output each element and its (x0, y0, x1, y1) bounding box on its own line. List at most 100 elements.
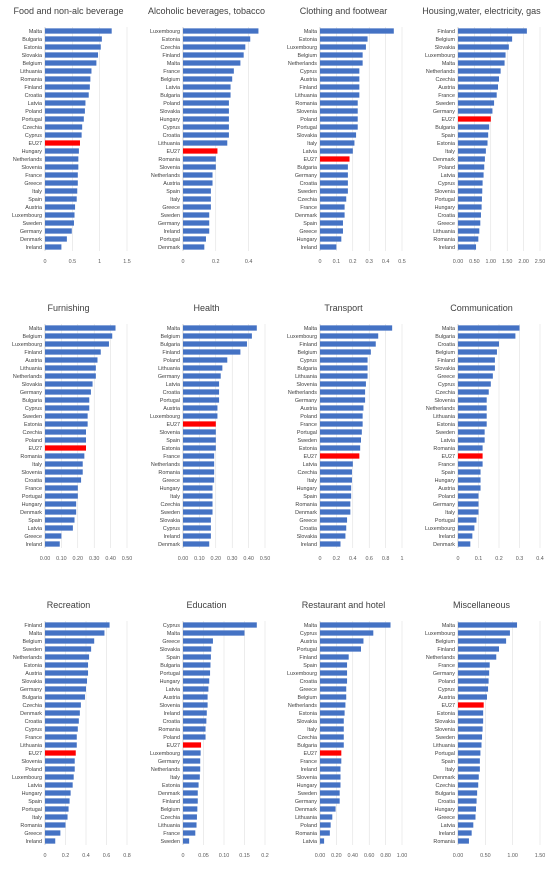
bar (183, 485, 213, 491)
bar (458, 196, 482, 202)
category-label: Lithuania (20, 366, 42, 372)
category-label: Denmark (158, 542, 180, 548)
bar (183, 228, 210, 234)
bar-eu27 (45, 750, 76, 756)
bar (320, 742, 344, 748)
category-label: Estonia (299, 711, 317, 717)
category-label: Spain (303, 663, 317, 669)
bar (183, 357, 228, 363)
category-label: EU27 (304, 157, 318, 163)
category-label: Hungary (160, 117, 181, 123)
bar (183, 389, 220, 395)
category-label: Croatia (163, 390, 180, 396)
category-label: Netherlands (13, 655, 42, 661)
category-label: Poland (163, 101, 180, 107)
bar (458, 140, 488, 146)
bar (45, 188, 78, 194)
category-label: Netherlands (288, 703, 317, 709)
category-label: Slovakia (435, 719, 455, 725)
bar (458, 325, 520, 331)
bar (458, 718, 484, 724)
bar (458, 525, 475, 531)
category-label: Cyprus (300, 631, 317, 637)
bar (183, 188, 211, 194)
bar (183, 333, 252, 339)
category-label: Hungary (435, 478, 456, 484)
bar (458, 220, 481, 226)
bar (458, 429, 485, 435)
bar (45, 646, 92, 652)
bar (320, 389, 366, 395)
bar (320, 533, 346, 539)
bar (320, 630, 374, 636)
category-label: Slovenia (296, 382, 317, 388)
category-label: Latvia (166, 382, 180, 388)
category-label: Denmark (295, 807, 317, 813)
category-label: Luxembourg (287, 334, 317, 340)
bar (183, 758, 201, 764)
bar (458, 541, 471, 547)
category-label: France (438, 462, 455, 468)
category-label: Poland (300, 414, 317, 420)
panel-title: Communication (450, 303, 513, 313)
category-label: Luxembourg (150, 751, 180, 757)
bar (320, 638, 364, 644)
bar (45, 702, 81, 708)
bar (458, 694, 487, 700)
bar (183, 493, 213, 499)
x-tick-label: 1.00 (507, 853, 518, 859)
bar (45, 220, 74, 226)
category-label: Finland (162, 799, 180, 805)
bar (320, 758, 342, 764)
category-label: Sweden (23, 647, 42, 653)
category-label: Denmark (158, 245, 180, 251)
panel-title: Housing,water, electricity, gas (422, 6, 541, 16)
bar (458, 461, 483, 467)
category-label: Greece (24, 831, 42, 837)
category-label: Sweden (23, 221, 42, 227)
bar (458, 477, 481, 483)
category-label: Hungary (22, 791, 43, 797)
category-label: Netherlands (288, 390, 317, 396)
bar (183, 662, 211, 668)
bar (458, 830, 472, 836)
bar-eu27 (183, 148, 218, 154)
bar (45, 461, 83, 467)
category-label: Luxembourg (12, 342, 42, 348)
bar (458, 533, 473, 539)
bar (458, 148, 486, 154)
category-label: Netherlands (426, 69, 455, 75)
bar (45, 477, 82, 483)
category-label: Portugal (297, 430, 317, 436)
bar (458, 244, 477, 250)
bar (183, 437, 216, 443)
x-tick-label: 0.2 (333, 556, 341, 562)
category-label: Poland (163, 735, 180, 741)
bar (45, 838, 56, 844)
category-label: Finland (437, 29, 455, 35)
bar (458, 180, 483, 186)
category-label: Slovenia (159, 703, 180, 709)
category-label: Czechia (23, 125, 42, 131)
category-label: Bulgaria (297, 165, 317, 171)
category-label: Lithuania (158, 823, 180, 829)
category-label: Luxembourg (287, 45, 317, 51)
bar (320, 84, 360, 90)
x-tick-label: 1.00 (397, 853, 408, 859)
category-label: Greece (299, 687, 317, 693)
category-label: Lithuania (20, 743, 42, 749)
category-label: Belgium (298, 53, 318, 59)
category-label: Lithuania (295, 815, 317, 821)
bar (458, 341, 499, 347)
bar (183, 461, 215, 467)
bar (320, 702, 346, 708)
category-label: Austria (25, 671, 42, 677)
bar (183, 28, 259, 34)
category-label: Sweden (436, 101, 455, 107)
category-label: Croatia (163, 133, 180, 139)
bar (45, 92, 89, 98)
category-label: Malta (442, 61, 455, 67)
category-label: Cyprus (163, 526, 180, 532)
bar (45, 60, 97, 66)
category-label: Finland (162, 350, 180, 356)
